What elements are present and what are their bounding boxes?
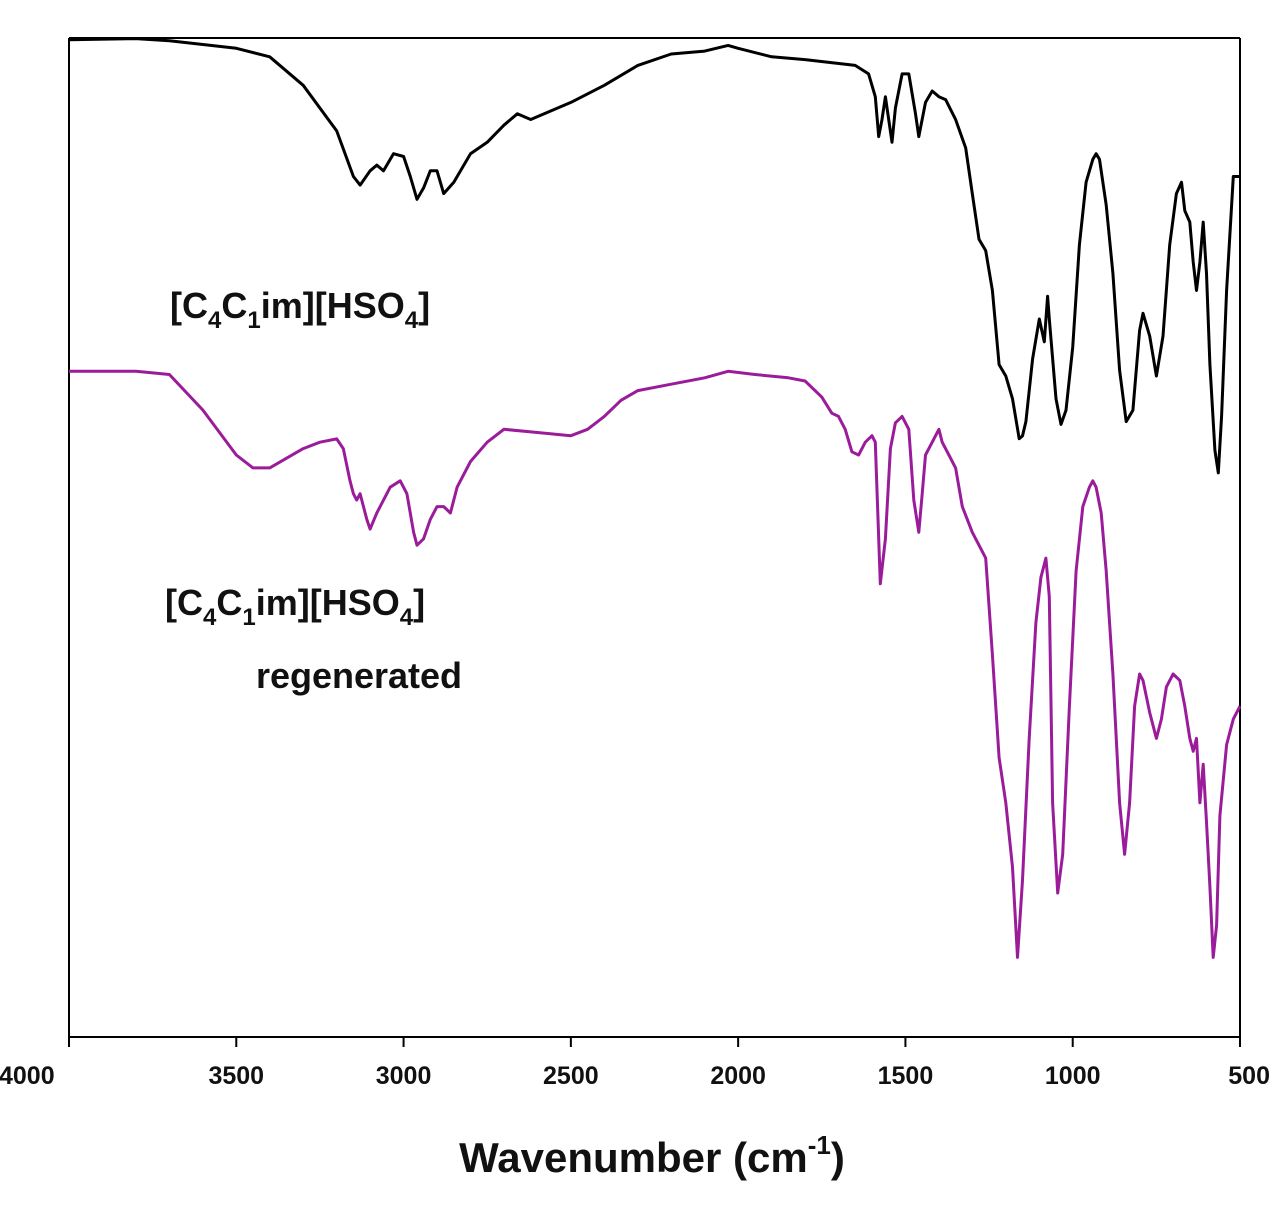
annotation-regenerated-line2: regenerated	[256, 655, 462, 696]
spectra	[68, 37, 1242, 959]
x-tick-label-500: 500	[1228, 1062, 1270, 1090]
x-axis-title: Wavenumber (cm-1)	[459, 1130, 845, 1181]
x-tick-label-4000: 4000	[0, 1062, 55, 1090]
x-ticks: 4000 3500 3000 2500 2000 1500 1000 500	[0, 1037, 1270, 1090]
series-line-regenerated	[69, 369, 1242, 959]
x-tick-label-1500: 1500	[878, 1062, 934, 1090]
x-tick-label-2500: 2500	[543, 1062, 599, 1090]
x-tick-label-3000: 3000	[376, 1062, 432, 1090]
plot-frame	[68, 37, 1241, 1038]
x-tick-label-1000: 1000	[1045, 1062, 1101, 1090]
annotation-pure: [C4C1im][HSO4]	[170, 285, 430, 334]
x-tick-label-3500: 3500	[208, 1062, 264, 1090]
series-line-pure	[68, 37, 1240, 475]
annotation-regenerated: [C4C1im][HSO4]	[165, 582, 425, 631]
x-tick-label-2000: 2000	[710, 1062, 766, 1090]
